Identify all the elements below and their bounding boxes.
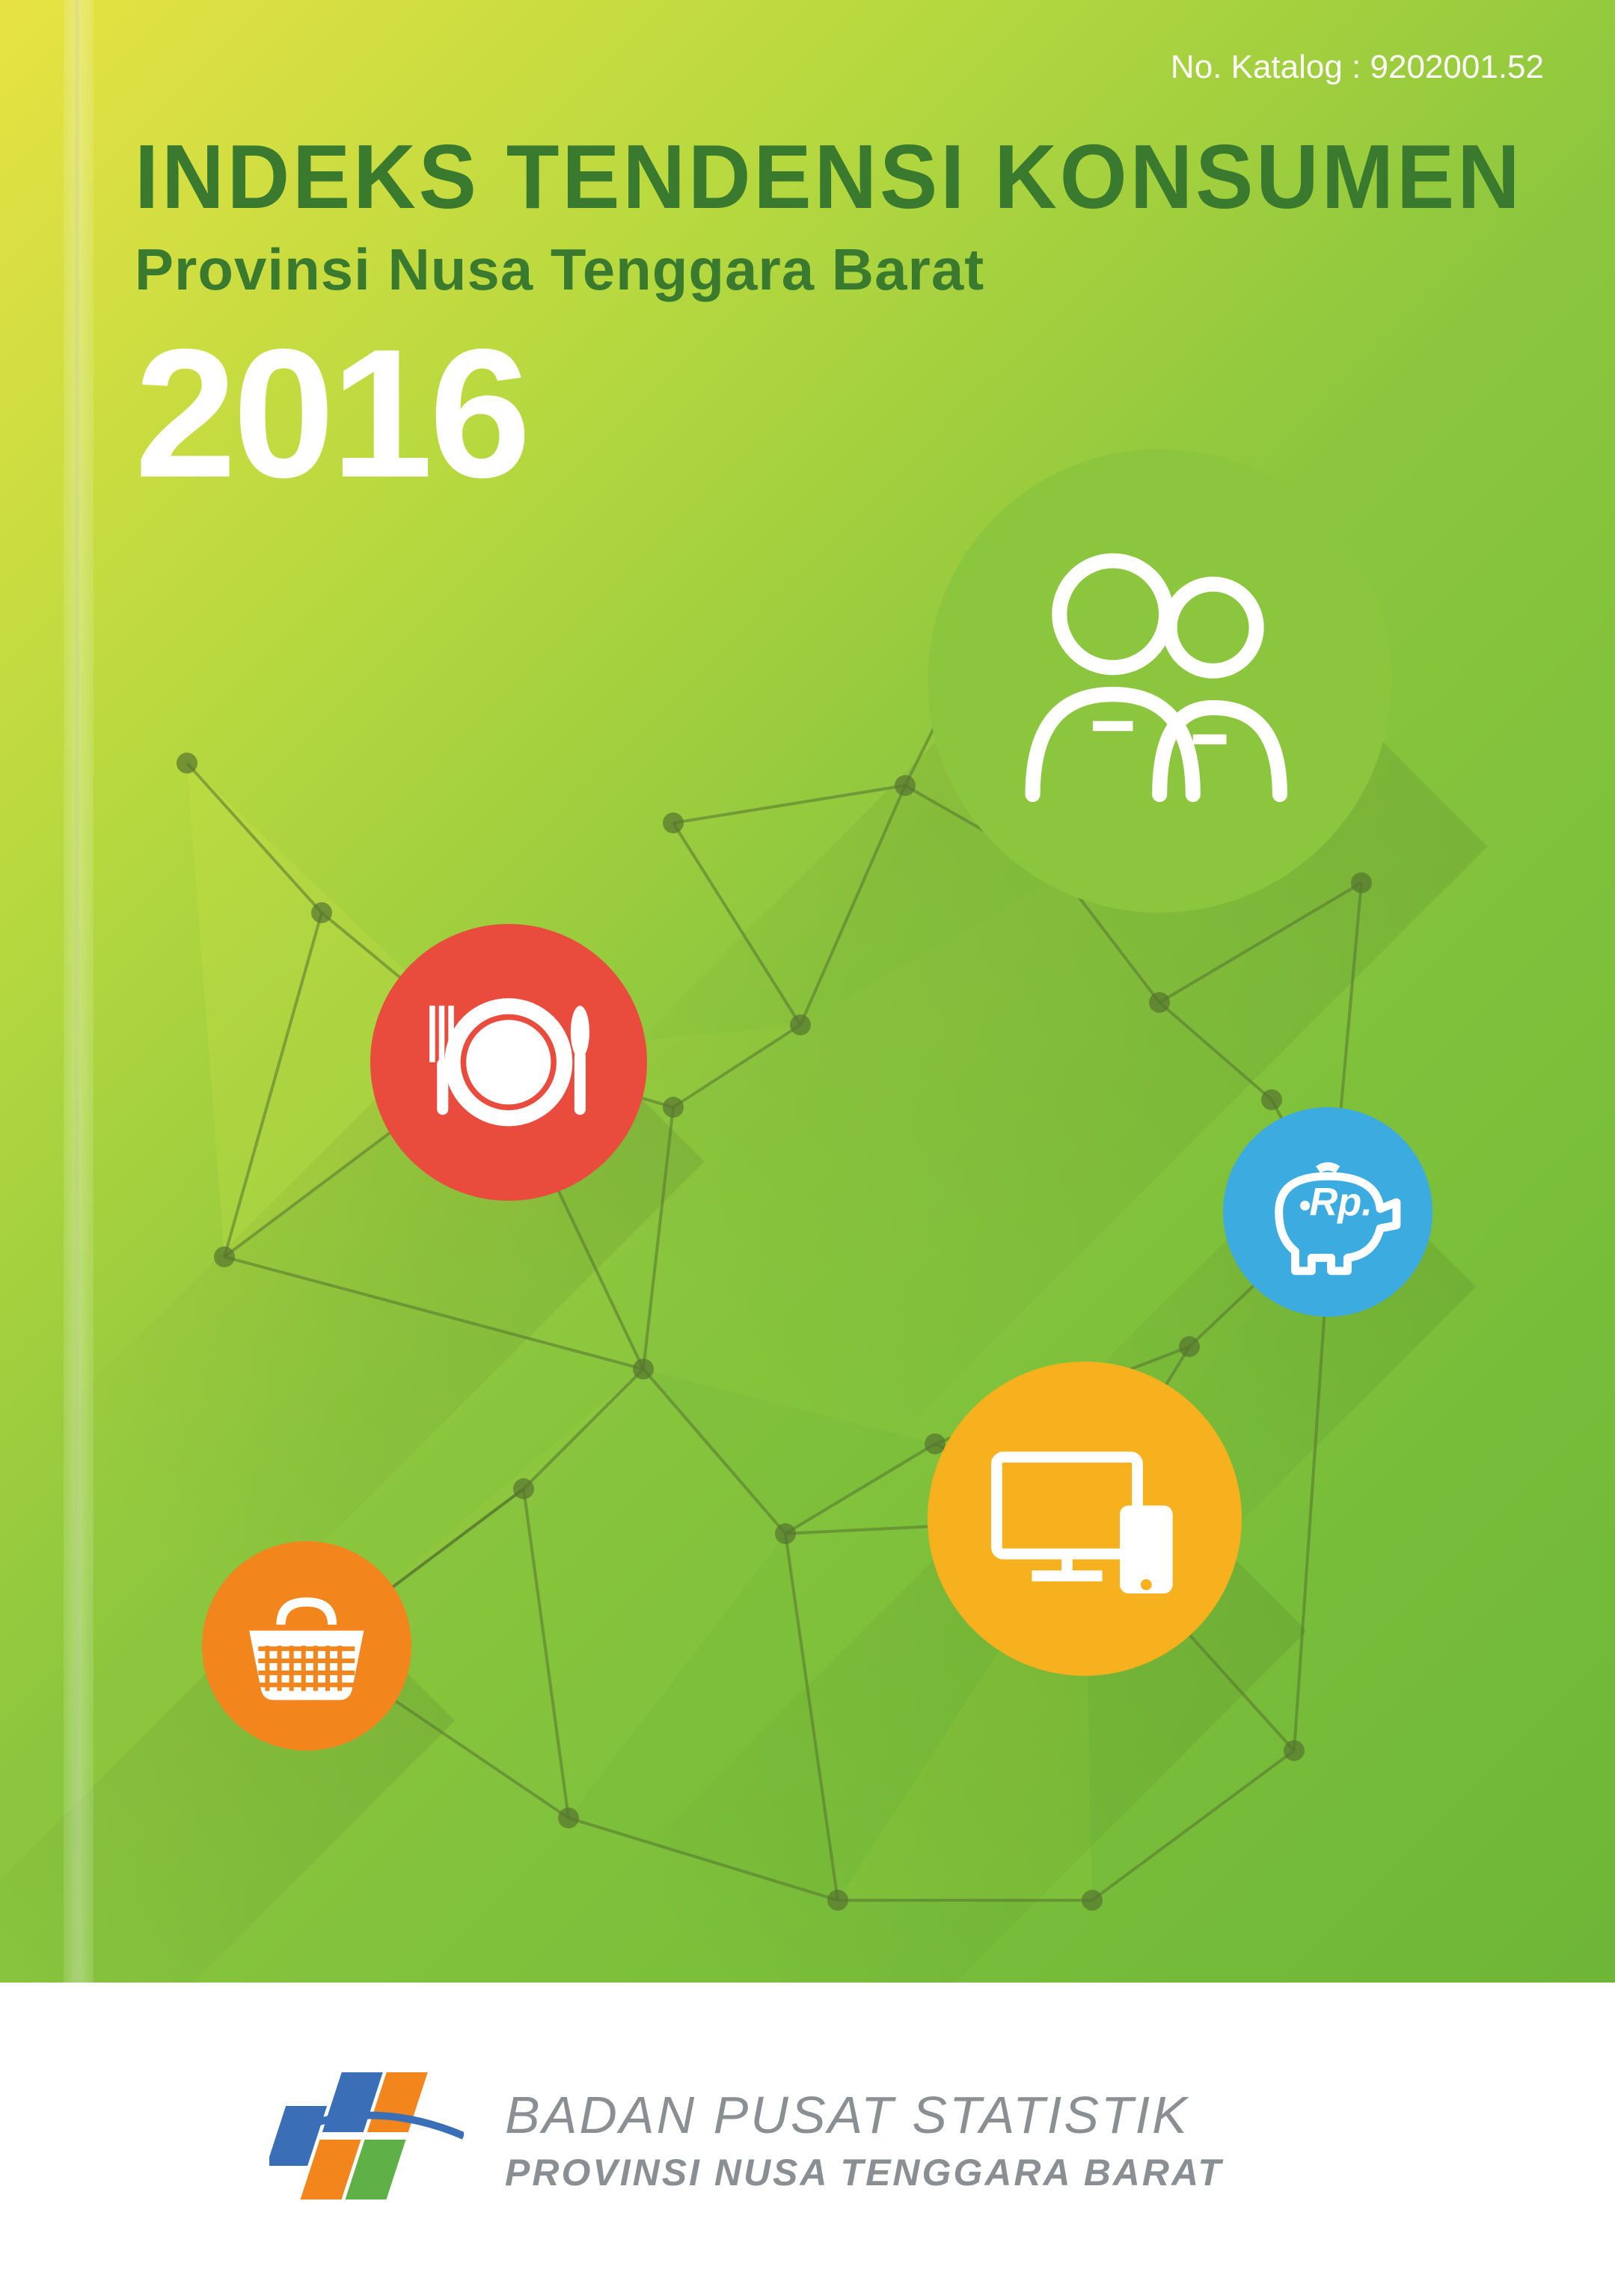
title-sub: Provinsi Nusa Tenggara Barat — [135, 236, 1596, 304]
devices-icon — [928, 1362, 1242, 1676]
title-year: 2016 — [135, 307, 1596, 518]
piggy-icon: Rp. — [1223, 1107, 1432, 1317]
svg-text:Rp.: Rp. — [1309, 1181, 1372, 1224]
footer-region: PROVINSI NUSA TENGGARA BARAT — [505, 2151, 1223, 2194]
food-icon — [370, 924, 647, 1201]
document-cover: Rp. No. Katalog : 9202001.52 — [0, 0, 1615, 2296]
basket-icon — [202, 1541, 411, 1751]
title-block: INDEKS TENDENSI KONSUMEN Provinsi Nusa T… — [135, 131, 1596, 518]
cover-main-area: Rp. No. Katalog : 9202001.52 — [0, 0, 1615, 1983]
title-main: INDEKS TENDENSI KONSUMEN — [135, 131, 1523, 222]
footer-org: BADAN PUSAT STATISTIK — [505, 2085, 1223, 2145]
footer: BADAN PUSAT STATISTIK PROVINSI NUSA TENG… — [0, 1983, 1615, 2296]
footer-text: BADAN PUSAT STATISTIK PROVINSI NUSA TENG… — [505, 2085, 1223, 2194]
bps-logo-icon — [269, 2065, 464, 2214]
people-icon — [928, 449, 1391, 913]
catalog-label: No. Katalog : — [1171, 49, 1361, 85]
catalog-value: 9202001.52 — [1370, 49, 1544, 85]
book-spine — [64, 0, 94, 1983]
catalog-number: No. Katalog : 9202001.52 — [1171, 49, 1544, 86]
